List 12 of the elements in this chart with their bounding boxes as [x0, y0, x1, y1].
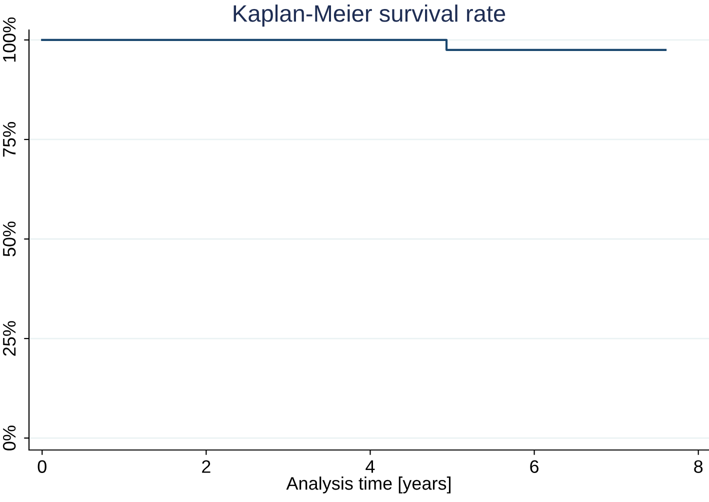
x-tick-label: 2 [202, 460, 210, 473]
chart-title: Kaplan-Meier survival rate [234, 4, 506, 27]
x-axis-title: Analysis time [years] [286, 476, 450, 494]
x-tick-label: 6 [530, 460, 539, 473]
y-tick-label: 50% [2, 222, 16, 256]
y-tick-label: 0% [2, 426, 16, 450]
y-tick-label: 75% [3, 122, 16, 157]
y-tick-label: 25% [2, 321, 16, 356]
x-tick-label: 0 [38, 460, 46, 473]
y-tick-label: 100% [2, 18, 16, 62]
x-tick-label: 8 [694, 460, 703, 473]
x-tick-label: 4 [366, 460, 375, 473]
